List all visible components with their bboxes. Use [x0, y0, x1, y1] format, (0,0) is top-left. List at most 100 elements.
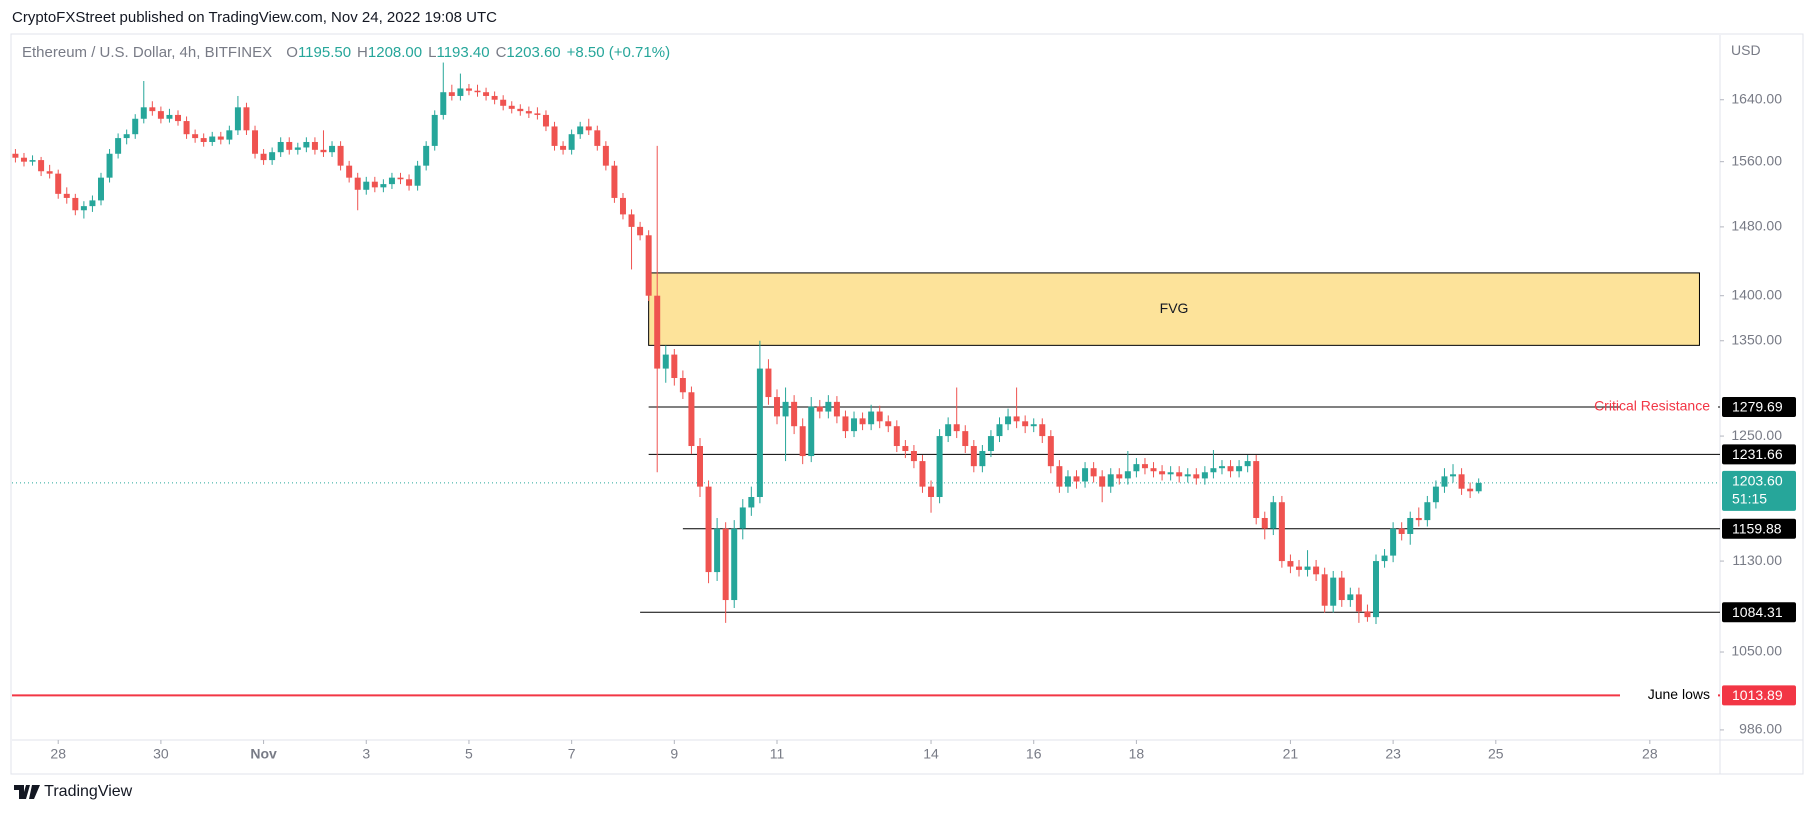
symbol-legend: Ethereum / U.S. Dollar, 4h, BITFINEX O 11…	[22, 44, 670, 61]
candle-body	[363, 181, 370, 190]
y-tick-label: 986.00	[1739, 721, 1782, 737]
candle-body	[1261, 517, 1268, 529]
candle-body	[371, 181, 378, 188]
candle-body	[38, 160, 45, 172]
candle-body	[1244, 461, 1251, 467]
candle-body	[996, 424, 1003, 437]
ohlc-value: 1193.40	[436, 44, 490, 61]
y-tick-label: 1130.00	[1732, 552, 1782, 568]
candle-body	[654, 295, 661, 369]
y-tick-label: 1560.00	[1731, 152, 1782, 168]
candle-body	[175, 114, 182, 122]
candle-body	[594, 130, 601, 146]
ohlc-value: 1208.00	[367, 44, 423, 61]
candle-body	[910, 451, 917, 462]
x-tick-label: 28	[50, 746, 66, 762]
candle-body	[397, 177, 404, 180]
chart-border	[10, 33, 1804, 775]
candle-body	[1415, 517, 1422, 521]
price-tag	[1722, 518, 1796, 539]
candle-body	[209, 136, 216, 142]
candle-body	[380, 184, 387, 188]
brand-logo	[14, 778, 40, 799]
candle-body	[1176, 472, 1183, 477]
candle-body	[157, 111, 164, 119]
candle-body	[1253, 461, 1260, 518]
candle-body	[97, 177, 104, 201]
candle-body	[1330, 577, 1337, 606]
candle-body	[1201, 472, 1208, 479]
candle-body	[1270, 502, 1277, 529]
candle-body	[1141, 464, 1148, 469]
candle-body	[953, 424, 960, 432]
candle-body	[645, 235, 652, 296]
candle-body	[1133, 464, 1140, 472]
candle-body	[500, 99, 507, 106]
candle-body	[457, 88, 464, 96]
candle-body	[902, 446, 909, 452]
candle-body	[1424, 502, 1431, 521]
x-tick-label: 23	[1385, 746, 1401, 762]
candle-body	[406, 179, 413, 186]
candle-body	[1475, 482, 1482, 492]
y-tick-label: 1350.00	[1731, 331, 1782, 347]
price-tag-label: 1279.69	[1732, 399, 1783, 415]
x-tick-label: 16	[1026, 746, 1042, 762]
candle-body	[1090, 468, 1097, 477]
x-tick-label: 30	[153, 746, 169, 762]
candle-body	[791, 401, 798, 427]
candle-body	[628, 214, 635, 227]
candle-body	[106, 153, 113, 178]
candle-body	[893, 426, 900, 447]
candle-body	[474, 90, 481, 93]
candle-body	[1005, 416, 1012, 425]
candle-body	[1398, 528, 1405, 534]
candle-body	[585, 126, 592, 131]
candle-body	[1407, 517, 1414, 534]
candle-body	[1313, 566, 1320, 575]
candle-body	[919, 461, 926, 487]
candle-body	[192, 134, 199, 139]
candle-body	[1047, 436, 1054, 467]
candle-body	[269, 152, 276, 161]
candle-body	[1441, 476, 1448, 487]
candle-body	[1381, 555, 1388, 562]
ohlc-key: C	[495, 44, 507, 61]
candle-body	[1107, 474, 1114, 487]
candle-body	[714, 528, 721, 573]
candle-body	[89, 200, 96, 207]
symbol: Ethereum / U.S. Dollar, 4h, BITFINEX	[22, 44, 273, 61]
level-note-bg	[1620, 397, 1718, 416]
candle-body	[637, 226, 644, 236]
candle-body	[508, 105, 515, 109]
candle-body	[1458, 474, 1465, 489]
fvg-label: FVG	[1160, 300, 1189, 316]
candle-body	[1373, 561, 1379, 618]
candle-body	[799, 426, 806, 457]
candle-body	[12, 153, 19, 158]
candle-body	[260, 153, 267, 161]
ohlc-key: O	[286, 44, 298, 61]
candle-body	[1013, 416, 1020, 422]
y-tick-label: 1250.00	[1731, 427, 1782, 443]
candle-body	[294, 147, 301, 150]
candle-body	[859, 418, 866, 425]
ohlc-value: 1203.60	[506, 44, 561, 61]
candle-body	[987, 436, 994, 452]
candle-body	[868, 411, 875, 425]
candle-body	[72, 197, 79, 211]
candle-body	[722, 528, 729, 601]
candle-body	[1124, 471, 1131, 479]
candle-body	[1159, 471, 1166, 475]
candle-body	[551, 126, 558, 146]
candle-body	[825, 401, 832, 412]
candle-body	[1064, 476, 1071, 487]
candle-body	[252, 130, 259, 154]
candle-body	[140, 107, 147, 119]
candle-body	[765, 368, 772, 398]
candle-body	[568, 134, 575, 150]
candle-body	[979, 451, 986, 467]
candle-body	[1236, 466, 1243, 472]
candle-body	[1030, 424, 1037, 427]
